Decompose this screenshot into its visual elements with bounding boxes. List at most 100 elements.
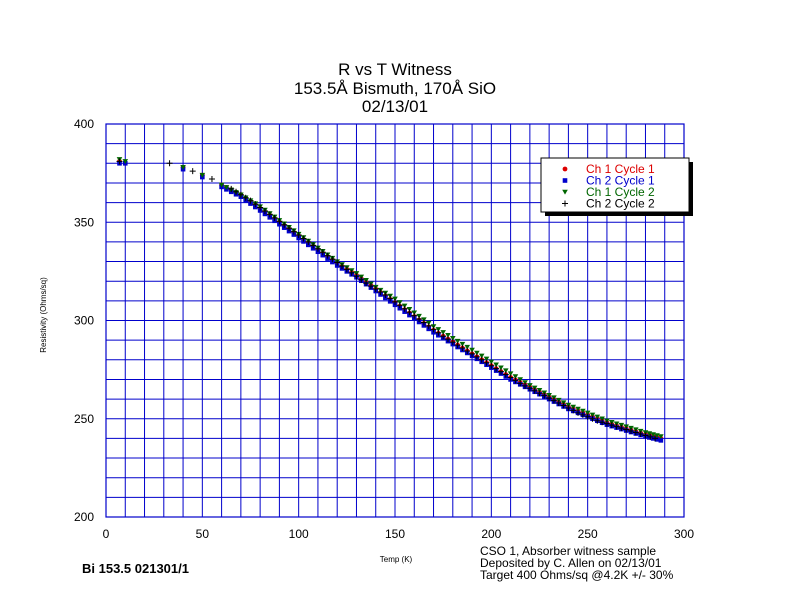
data-point	[290, 228, 297, 235]
data-point	[652, 435, 659, 442]
legend-label: Ch 1 Cycle 1	[586, 162, 655, 176]
data-point	[531, 387, 538, 394]
data-point	[623, 426, 630, 433]
legend: Ch 1 Cycle 1Ch 2 Cycle 1Ch 1 Cycle 2Ch 2…	[540, 157, 693, 216]
data-point	[658, 434, 664, 440]
chart-title: R vs T Witness	[338, 60, 452, 79]
data-point	[314, 245, 321, 252]
legend-label: Ch 2 Cycle 2	[586, 197, 655, 211]
data-point	[575, 406, 581, 412]
data-point	[387, 295, 394, 302]
data-point	[555, 400, 562, 407]
data-point	[507, 371, 514, 377]
data-point	[580, 408, 586, 414]
data-point	[122, 159, 129, 164]
data-point	[218, 182, 225, 188]
data-point	[266, 211, 273, 218]
data-point	[261, 207, 268, 214]
data-point	[594, 414, 601, 420]
data-point	[449, 339, 456, 346]
data-point	[372, 286, 379, 293]
data-point	[343, 266, 350, 273]
data-point	[512, 377, 519, 384]
y-tick-label: 250	[74, 412, 94, 426]
data-point	[367, 283, 374, 290]
data-point	[435, 329, 442, 336]
data-point	[498, 365, 504, 371]
data-point	[406, 309, 413, 316]
data-point	[628, 428, 635, 435]
series-4	[116, 158, 659, 442]
data-point	[324, 252, 331, 259]
x-tick-label: 50	[196, 527, 210, 541]
data-point	[575, 409, 582, 416]
data-point	[488, 362, 495, 369]
data-point	[536, 390, 543, 397]
data-point	[579, 411, 586, 418]
data-point	[522, 380, 528, 385]
data-point	[608, 422, 615, 429]
x-tick-label: 200	[481, 527, 501, 541]
data-point	[208, 176, 215, 183]
data-point	[450, 335, 456, 341]
data-point	[642, 432, 649, 439]
note-deposited: Deposited by C. Allen on 02/13/01	[480, 556, 662, 570]
data-point	[319, 249, 326, 256]
data-point	[603, 420, 610, 427]
data-point	[562, 166, 568, 172]
data-point	[493, 362, 499, 368]
chart-subtitle: 153.5Å Bismuth, 170Å SiO	[293, 79, 497, 98]
data-point	[502, 368, 509, 374]
legend-label: Ch 2 Cycle 1	[586, 174, 655, 188]
data-point	[478, 353, 485, 359]
data-point	[228, 185, 235, 192]
data-point	[271, 214, 278, 221]
data-point	[420, 319, 427, 326]
data-point	[560, 402, 567, 409]
data-point	[416, 316, 423, 323]
data-point	[454, 338, 461, 344]
data-point	[411, 312, 418, 319]
chart-date: 02/13/01	[361, 97, 429, 116]
data-point	[541, 392, 548, 399]
data-point	[589, 412, 596, 418]
data-point	[613, 423, 620, 430]
data-point	[440, 330, 446, 335]
data-point	[562, 178, 568, 183]
plot-frame	[105, 123, 685, 518]
data-point	[257, 204, 264, 211]
data-point	[454, 342, 461, 349]
data-point	[353, 273, 360, 280]
data-point	[647, 433, 654, 440]
data-point	[180, 165, 186, 170]
data-point	[281, 221, 288, 228]
data-point	[445, 333, 451, 338]
data-point	[430, 326, 437, 333]
data-point	[493, 365, 500, 372]
data-point	[507, 374, 514, 381]
y-tick-label: 350	[74, 215, 94, 229]
y-tick-label: 400	[74, 117, 94, 131]
data-point	[295, 232, 302, 239]
data-point	[425, 322, 432, 329]
data-point	[382, 291, 389, 298]
data-point	[300, 235, 307, 242]
sample-id: Bi 153.5 021301/1	[82, 561, 189, 576]
data-point	[565, 404, 572, 411]
note-target: Target 400 Ohms/sq @4.2K +/- 30%	[480, 568, 674, 582]
x-tick-label: 150	[385, 527, 405, 541]
data-point	[517, 380, 524, 387]
data-point	[594, 417, 601, 424]
data-point	[247, 197, 254, 204]
data-point	[199, 172, 206, 178]
data-point	[570, 404, 577, 410]
data-point	[469, 350, 476, 357]
data-point	[570, 407, 577, 414]
data-point	[464, 344, 471, 350]
x-tick-label: 250	[578, 527, 598, 541]
data-point	[237, 191, 244, 198]
data-point	[584, 413, 591, 420]
data-point	[469, 347, 475, 353]
data-point	[233, 188, 240, 195]
